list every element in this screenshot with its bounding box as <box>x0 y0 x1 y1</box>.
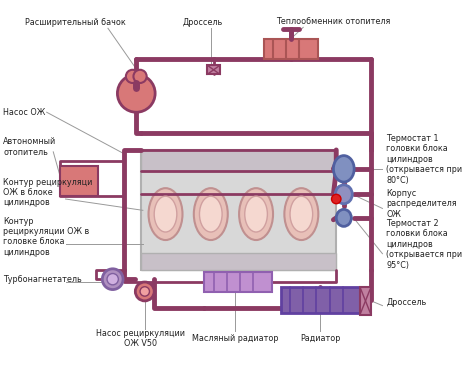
Bar <box>264 39 319 59</box>
Ellipse shape <box>333 155 354 182</box>
Bar <box>207 65 220 74</box>
Bar <box>360 287 371 315</box>
Bar <box>141 253 336 270</box>
Circle shape <box>134 70 146 83</box>
Text: Дроссель: Дроссель <box>386 298 427 307</box>
Circle shape <box>126 70 139 83</box>
Circle shape <box>102 269 123 289</box>
Circle shape <box>107 273 118 285</box>
Bar <box>204 272 272 292</box>
Ellipse shape <box>284 188 319 240</box>
Ellipse shape <box>154 196 177 232</box>
Ellipse shape <box>335 185 352 204</box>
Ellipse shape <box>290 196 313 232</box>
Circle shape <box>118 74 155 112</box>
Circle shape <box>140 287 149 296</box>
Text: Расширительный бачок: Расширительный бачок <box>25 18 125 27</box>
Ellipse shape <box>200 196 222 232</box>
Text: Автономный
отопитель: Автономный отопитель <box>3 138 56 157</box>
Text: Насос ОЖ: Насос ОЖ <box>3 108 46 117</box>
Ellipse shape <box>245 196 267 232</box>
Text: Теплообменник отопителя: Теплообменник отопителя <box>276 17 391 26</box>
Bar <box>60 166 98 196</box>
Ellipse shape <box>336 210 351 226</box>
Text: Турбонагнетатель: Турбонагнетатель <box>3 275 82 284</box>
Text: Термостат 1
головки блока
цилиндров
(открывается при
80°C): Термостат 1 головки блока цилиндров (отк… <box>386 134 462 185</box>
Circle shape <box>136 282 154 301</box>
Text: Контур
рециркуляции ОЖ в
головке блока
цилиндров: Контур рециркуляции ОЖ в головке блока ц… <box>3 217 90 257</box>
Text: Термостат 2
головки блока
цилиндров
(открывается при
95°C): Термостат 2 головки блока цилиндров (отк… <box>386 219 462 270</box>
Bar <box>141 150 336 171</box>
Ellipse shape <box>239 188 273 240</box>
Text: Корпус
распределителя
ОЖ: Корпус распределителя ОЖ <box>386 189 457 219</box>
Ellipse shape <box>194 188 228 240</box>
Circle shape <box>331 194 341 204</box>
Text: Контур рециркуляци
ОЖ в блоке
цилиндров: Контур рециркуляци ОЖ в блоке цилиндров <box>3 177 92 207</box>
Bar <box>281 287 361 313</box>
Text: Дроссель: Дроссель <box>182 18 222 27</box>
Bar <box>141 150 336 270</box>
Text: Радиатор: Радиатор <box>300 334 340 343</box>
Ellipse shape <box>148 188 182 240</box>
Text: Насос рециркуляции
ОЖ V50: Насос рециркуляции ОЖ V50 <box>97 329 185 348</box>
Text: Масляный радиатор: Масляный радиатор <box>192 334 279 343</box>
